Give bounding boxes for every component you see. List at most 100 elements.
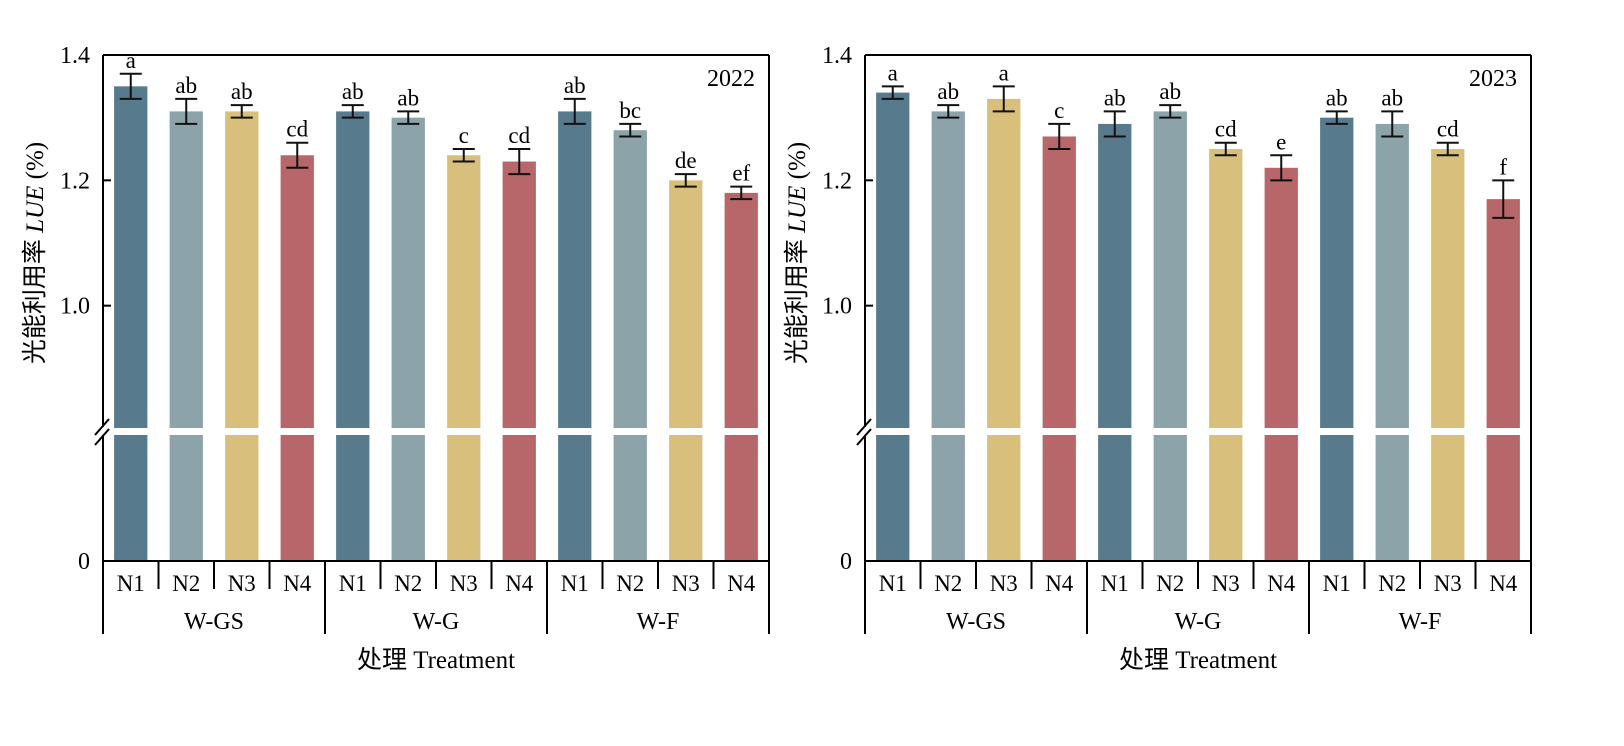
x-tick-label: N4 [283,571,312,596]
chart-panel-2022: a ab ab cd ab ab c cd ab bc de ef 0 1.0 1.2 1.4 2022 N1 N2… [21,43,770,674]
group-label: W-F [637,609,680,635]
x-tick-label: N4 [505,571,534,596]
significance-letter: ab [397,85,419,110]
chart-panel-2023: a ab a c ab ab cd e ab ab cd f 0 1.0 1.2 1.4 2023 N1 N2 N3 N… [783,43,1532,674]
bar [114,86,148,561]
y-axis-title-unit: (%) [784,142,811,186]
group-label: W-F [1399,609,1442,635]
significance-letter: ab [175,73,197,98]
bar [336,111,370,562]
significance-letter: ab [1104,85,1126,110]
bar [1264,167,1298,562]
x-axis-title: 处理 Treatment [1119,646,1277,674]
y-tick-label: 0 [78,549,90,575]
bar [876,92,910,561]
significance-letter: ab [342,79,364,104]
x-tick-label: N1 [339,571,367,596]
significance-letter: a [126,48,136,73]
bar [987,98,1021,561]
y-axis-title-en: LUE [784,186,811,234]
significance-letter: ab [937,79,959,104]
significance-letter: ab [231,79,253,104]
bar [558,111,592,562]
x-tick-label: N1 [117,571,145,596]
axis-break-mark [856,428,872,446]
x-tick-label: N1 [879,571,907,596]
significance-letter: ab [564,73,586,98]
panel-year-label: 2023 [1469,66,1517,92]
significance-letter: cd [286,117,308,142]
bar [613,130,647,561]
bar [1486,199,1520,561]
significance-letter: c [1054,98,1064,123]
x-tick-label: N4 [1489,571,1518,596]
x-tick-label: N3 [990,571,1018,596]
x-tick-label: N2 [616,571,644,596]
bar [931,111,965,562]
significance-letter: e [1276,129,1286,154]
bar [1098,123,1132,561]
axis-break-mark [94,428,110,446]
significance-letter: cd [508,123,530,148]
significance-letter: cd [1215,117,1237,142]
group-label: W-G [1175,609,1222,635]
x-tick-label: N1 [1323,571,1351,596]
bar [169,111,203,562]
bar [391,117,425,562]
significance-letter: a [888,60,898,85]
significance-letter: ab [1381,85,1403,110]
x-axis-title-cn: 处理 [1119,646,1175,674]
y-axis-title: 光能利用率 LUE (%) [21,142,49,364]
significance-letter: ab [1326,85,1348,110]
y-axis-title-cn: 光能利用率 [21,233,49,364]
significance-letter: c [459,123,469,148]
y-tick-label: 1.4 [822,43,852,69]
bar [1209,149,1243,561]
y-axis-title-en: LUE [22,186,49,234]
y-tick-label: 0 [840,549,852,575]
significance-letter: f [1499,154,1507,179]
significance-letter: ef [732,161,750,186]
x-tick-label: N1 [561,571,589,596]
axis-break-mark [856,418,872,436]
bar [724,192,758,561]
axis-break-gap [867,428,1529,435]
y-axis-title-cn: 光能利用率 [783,233,811,364]
x-axis-title-en: Treatment [413,647,515,674]
axis-break-gap [105,428,767,435]
x-tick-label: N2 [1156,571,1184,596]
panel-year-label: 2022 [707,66,755,92]
significance-letter: a [999,60,1009,85]
x-tick-label: N3 [672,571,700,596]
bar [280,155,314,561]
bar [447,155,481,561]
group-label: W-GS [946,609,1006,635]
bar [1375,123,1409,561]
significance-letter: cd [1437,117,1459,142]
y-axis-title-unit: (%) [22,142,49,186]
bar [1042,136,1076,561]
x-tick-label: N4 [727,571,756,596]
bar [1431,149,1465,561]
y-axis-title: 光能利用率 LUE (%) [783,142,811,364]
x-tick-label: N1 [1101,571,1129,596]
x-tick-label: N2 [934,571,962,596]
bar [225,111,259,562]
significance-letter: ab [1159,79,1181,104]
x-axis-title-cn: 处理 [357,646,413,674]
axis-break-mark [94,418,110,436]
y-tick-label: 1.2 [822,168,852,194]
significance-letter: de [675,148,697,173]
x-tick-label: N2 [172,571,200,596]
x-tick-label: N4 [1267,571,1296,596]
x-tick-label: N2 [394,571,422,596]
x-tick-label: N4 [1045,571,1074,596]
x-tick-label: N3 [228,571,256,596]
significance-letter: bc [619,98,641,123]
group-label: W-GS [184,609,244,635]
bar [1320,117,1354,562]
bar [502,161,536,562]
bar [669,180,703,562]
